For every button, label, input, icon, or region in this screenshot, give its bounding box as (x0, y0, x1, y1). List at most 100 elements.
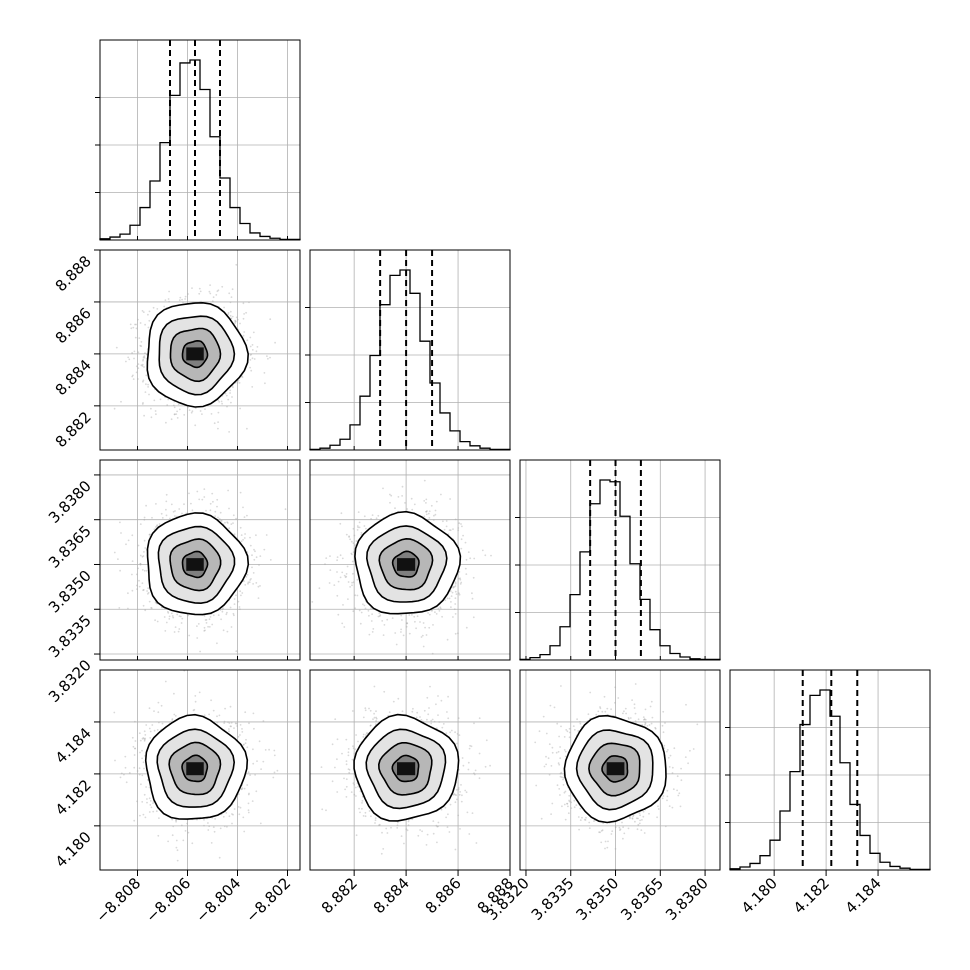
scatter-point (269, 356, 271, 359)
scatter-point (211, 300, 214, 303)
scatter-point (143, 356, 146, 359)
scatter-point (174, 626, 177, 628)
scatter-point (347, 581, 350, 583)
scatter-point (155, 810, 158, 813)
scatter-point (137, 367, 140, 370)
scatter-point (352, 527, 355, 530)
scatter-point (150, 607, 153, 609)
scatter-point (425, 634, 428, 636)
scatter-point (253, 358, 256, 360)
scatter-point (229, 606, 232, 609)
scatter-point (383, 624, 386, 626)
scatter-point (143, 569, 146, 572)
scatter-point (263, 548, 266, 551)
scatter-point (134, 336, 137, 339)
data-layer (99, 40, 931, 871)
scatter-point (198, 498, 201, 501)
scatter-point (446, 638, 449, 641)
scatter-point (440, 493, 442, 496)
scatter-point (229, 314, 232, 317)
scatter-point (416, 615, 419, 618)
scatter-point (350, 540, 353, 543)
scatter-point (438, 610, 441, 612)
scatter-point (351, 584, 353, 587)
scatter-point (454, 632, 457, 635)
scatter-point (201, 413, 203, 415)
scatter-point (439, 606, 442, 609)
scatter-point (164, 630, 167, 632)
scatter-point (147, 587, 150, 590)
scatter-point (449, 498, 451, 500)
scatter-point (249, 345, 252, 348)
scatter-point (345, 533, 348, 536)
scatter-point (143, 539, 146, 542)
scatter-point (144, 547, 147, 549)
scatter-point (131, 352, 134, 354)
scatter-point (170, 612, 173, 615)
scatter-point (220, 400, 223, 403)
scatter-point (216, 642, 218, 645)
scatter-point (464, 567, 467, 570)
scatter-point (113, 407, 116, 410)
scatter-point (402, 634, 405, 637)
scatter-point (218, 518, 221, 520)
scatter-point (336, 571, 338, 573)
scatter-point (336, 594, 339, 597)
scatter-point (253, 548, 255, 551)
scatter-point (250, 353, 253, 356)
scatter-point (167, 298, 170, 300)
scatter-point (343, 574, 346, 577)
scatter-point (360, 611, 363, 614)
scatter-point (233, 598, 236, 600)
scatter-point (353, 534, 356, 537)
scatter-point (209, 502, 212, 505)
scatter-point (141, 365, 144, 367)
scatter-point (467, 551, 470, 553)
scatter-point (425, 498, 428, 501)
scatter-point (143, 551, 145, 553)
scatter-point (136, 800, 138, 803)
scatter-point (363, 515, 366, 518)
scatter-point (217, 289, 220, 292)
scatter-point (252, 572, 255, 574)
scatter-point (163, 616, 166, 618)
scatter-point (457, 527, 460, 529)
scatter-point (144, 391, 147, 393)
scatter-point (266, 355, 268, 357)
scatter-point (170, 503, 173, 506)
scatter-point (345, 575, 348, 578)
scatter-point (224, 521, 226, 524)
scatter-point (183, 414, 186, 416)
scatter-point (360, 531, 363, 534)
scatter-point (221, 285, 224, 288)
scatter-point (216, 290, 219, 293)
scatter-point (227, 398, 230, 401)
scatter-point (465, 558, 468, 561)
scatter-point (251, 566, 253, 569)
scatter-point (127, 356, 130, 359)
scatter-point (284, 508, 287, 511)
scatter-point (133, 819, 136, 822)
scatter-point (423, 515, 426, 518)
scatter-point (156, 525, 158, 527)
scatter-point (178, 299, 181, 301)
scatter-point (196, 625, 198, 627)
scatter-point (365, 527, 367, 530)
scatter-point (343, 626, 346, 628)
scatter-point (428, 517, 431, 519)
scatter-point (217, 516, 219, 519)
scatter-point (408, 614, 411, 616)
scatter-point (137, 544, 140, 547)
scatter-point (351, 560, 354, 563)
scatter-point (342, 604, 344, 606)
scatter-point (201, 498, 204, 501)
scatter-point (243, 537, 246, 539)
scatter-point (209, 509, 212, 512)
scatter-point (226, 522, 229, 524)
scatter-point (188, 634, 191, 637)
scatter-point (431, 652, 434, 655)
scatter-point (259, 555, 262, 557)
scatter-point (170, 418, 173, 421)
scatter-point (454, 613, 457, 615)
scatter-point (339, 576, 342, 579)
